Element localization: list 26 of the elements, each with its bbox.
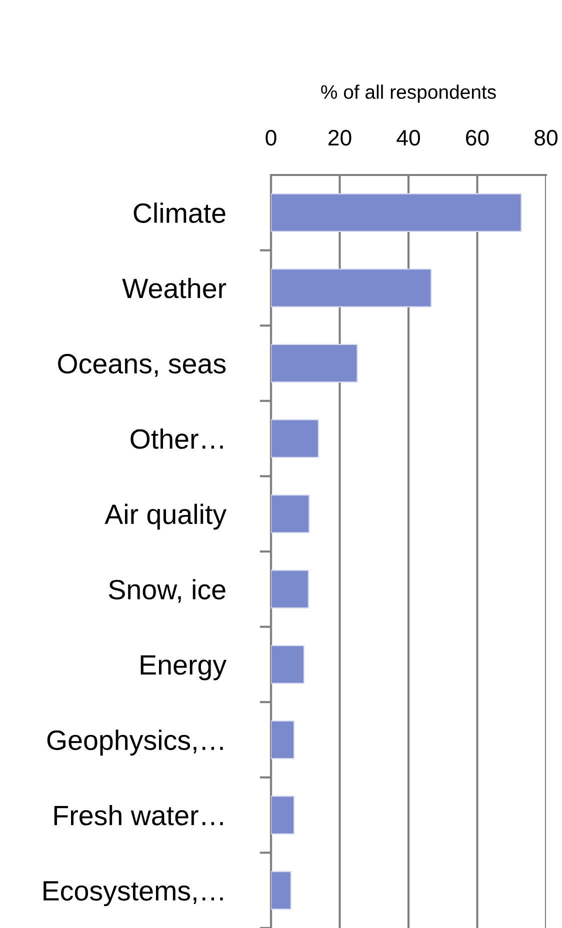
x-tick-label: 80 [534, 130, 558, 146]
y-tick-label: Snow, ice [108, 579, 226, 603]
bar [271, 494, 310, 534]
bar [271, 720, 295, 760]
bar [271, 796, 295, 834]
y-tick-label: Climate [134, 202, 226, 223]
y-tick-label: Other… [130, 428, 223, 449]
x-tick-label: 0 [266, 130, 276, 146]
y-tick-label: Air quality [104, 504, 227, 530]
y-tick-label: Oceans, seas [58, 354, 226, 377]
y-tick-label: Geophysics,… [47, 730, 223, 756]
x-tick-label: 60 [466, 130, 489, 146]
bar [271, 570, 310, 609]
x-tick-label: 20 [328, 130, 352, 146]
y-tick-label: Ecosystems,… [44, 881, 223, 906]
y-tick-label: Fresh water… [54, 804, 223, 826]
x-axis-title: % of all respondents [321, 84, 496, 103]
y-tick-label: Weather [122, 278, 226, 298]
bar [271, 645, 305, 684]
bar [271, 193, 522, 232]
bar [271, 419, 319, 458]
y-tick-label: Energy [140, 655, 227, 680]
bar [271, 344, 358, 383]
bar [271, 870, 292, 910]
bar [271, 268, 432, 308]
x-tick-label: 40 [396, 130, 420, 146]
